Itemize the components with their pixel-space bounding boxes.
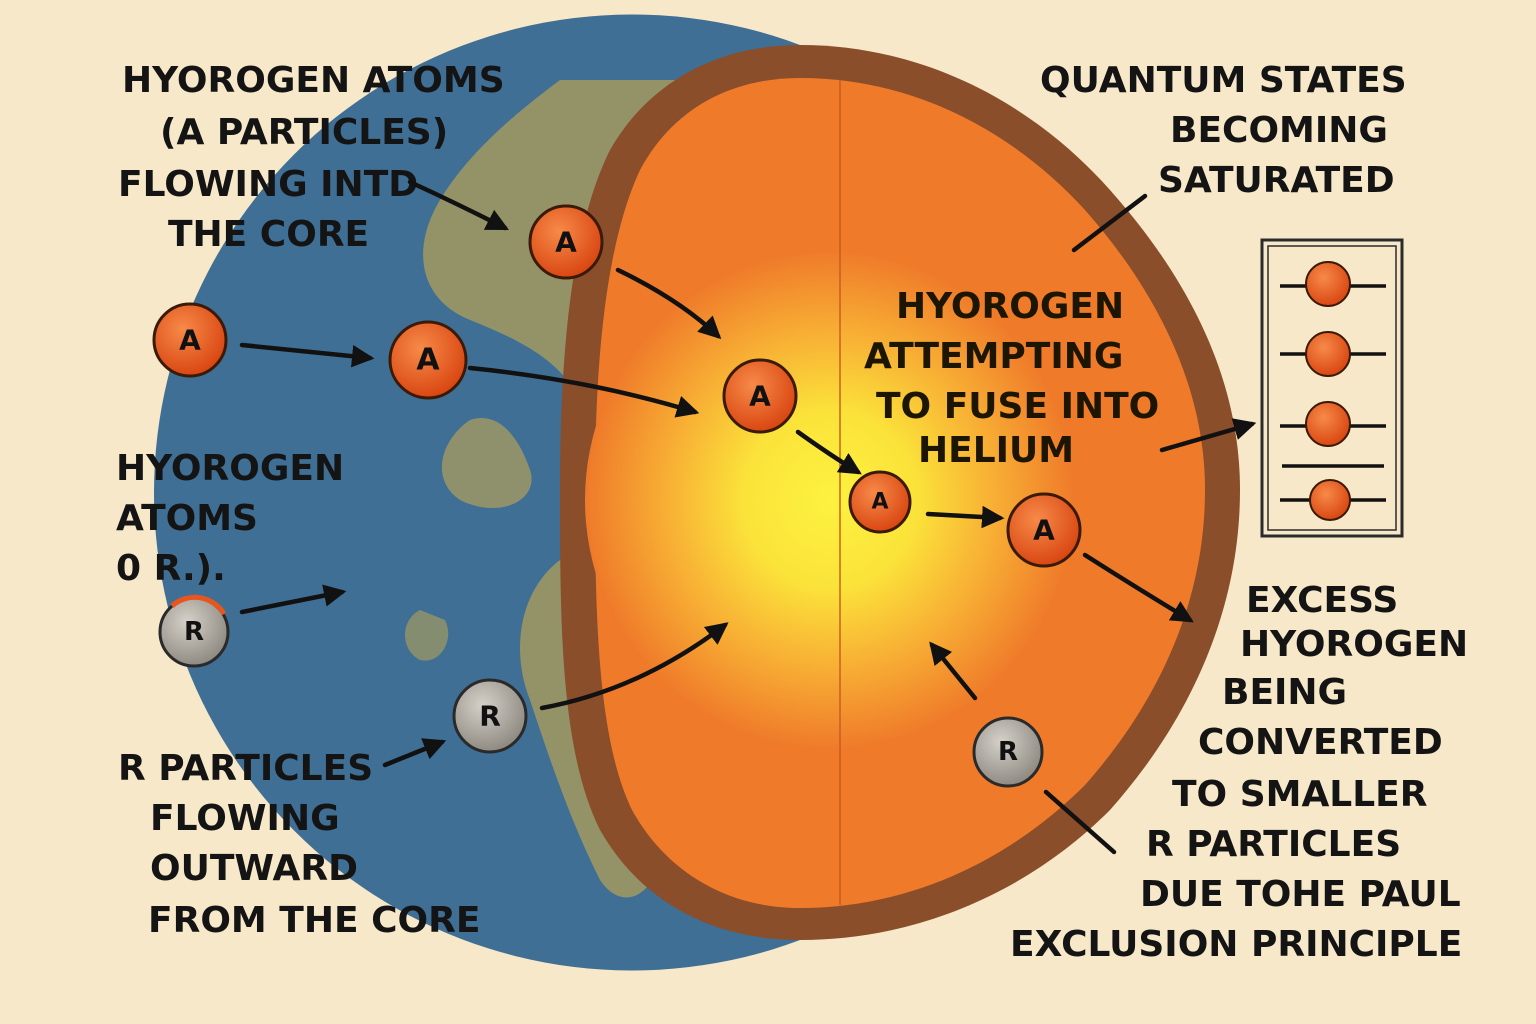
energy-level-filled bbox=[1280, 401, 1386, 447]
arrow-r-up bbox=[929, 641, 978, 701]
label-top-left: HYOROGEN ATOMS (A PARTICLES) FLOWING INT… bbox=[118, 60, 505, 255]
label-line: 0 R.). bbox=[116, 548, 226, 589]
r-particle-letter: R bbox=[184, 617, 204, 647]
arrow-excess-out bbox=[1082, 552, 1194, 623]
a-particle: A bbox=[388, 320, 468, 400]
arrow-r-left bbox=[239, 584, 347, 615]
label-line: TO SMALLER bbox=[1172, 774, 1428, 815]
label-line: HYOROGEN bbox=[1240, 624, 1468, 665]
a-particle: A bbox=[722, 358, 798, 434]
label-line: BECOMING bbox=[1170, 110, 1388, 151]
a-particle: A bbox=[848, 470, 912, 534]
a-particle-letter: A bbox=[871, 490, 888, 515]
label-line: FLOWING INTD bbox=[118, 164, 418, 205]
a-particle-letter: A bbox=[555, 226, 577, 259]
a-particle: A bbox=[152, 302, 228, 378]
r-particle: R bbox=[972, 716, 1044, 788]
arrow-core-1 bbox=[795, 429, 862, 475]
label-line: EXCLUSION PRINCIPLE bbox=[1010, 924, 1462, 965]
label-line: DUE TOHE PAUL bbox=[1140, 874, 1461, 915]
label-line: THE CORE bbox=[168, 214, 369, 255]
arrow-left-a bbox=[239, 342, 375, 368]
label-line: EXCESS bbox=[1246, 580, 1398, 621]
label-bottom-right: EXCESS HYOROGEN BEING CONVERTED TO SMALL… bbox=[1010, 580, 1468, 965]
label-line: CONVERTED bbox=[1198, 722, 1443, 763]
label-core: HYOROGEN ATTEMPTING TO FUSE INTO HELIUM bbox=[864, 286, 1159, 471]
arrow-core-2 bbox=[925, 505, 1005, 529]
a-particle-letter: A bbox=[416, 343, 440, 378]
r-particle-letter: R bbox=[998, 737, 1018, 767]
a-particle: A bbox=[1006, 492, 1082, 568]
r-particle: R bbox=[452, 678, 528, 754]
arrow-r-inward bbox=[539, 622, 729, 711]
label-bottom-left: R PARTICLES FLOWING OUTWARD FROM THE COR… bbox=[118, 748, 480, 941]
label-line: QUANTUM STATES bbox=[1040, 60, 1407, 101]
label-line: HELIUM bbox=[918, 430, 1074, 471]
energy-level-filled bbox=[1280, 261, 1386, 307]
label-line: OUTWARD bbox=[150, 848, 358, 889]
arrow-r-bottom-label bbox=[382, 738, 447, 768]
line-saturated bbox=[1071, 193, 1148, 253]
r-particle-letter: R bbox=[479, 700, 501, 733]
label-line: R PARTICLES bbox=[118, 748, 373, 789]
landmass-small bbox=[405, 610, 449, 661]
landmass-island bbox=[441, 418, 532, 509]
label-line: HYOROGEN bbox=[116, 448, 344, 489]
label-line: (A PARTICLES) bbox=[160, 112, 448, 153]
line-r-to-label bbox=[1043, 789, 1117, 855]
arrow-a-inflow-1 bbox=[615, 267, 722, 340]
label-line: ATTEMPTING bbox=[864, 336, 1123, 377]
a-particle-letter: A bbox=[1033, 514, 1055, 547]
label-line: FLOWING bbox=[150, 798, 340, 839]
label-line: SATURATED bbox=[1158, 160, 1395, 201]
label-top-right: QUANTUM STATES BECOMING SATURATED bbox=[1040, 60, 1407, 201]
label-line: R PARTICLES bbox=[1146, 824, 1401, 865]
energy-level-filled bbox=[1280, 479, 1386, 521]
label-line: HYOROGEN bbox=[896, 286, 1124, 327]
arrow-a-inflow-2 bbox=[467, 365, 700, 418]
arrows bbox=[239, 179, 1257, 855]
arrow-to-states-box bbox=[1159, 418, 1257, 453]
label-line: FROM THE CORE bbox=[148, 900, 480, 941]
label-mid-left: HYOROGEN ATOMS 0 R.). bbox=[116, 448, 344, 589]
label-line: BEING bbox=[1222, 672, 1347, 713]
label-line: TO FUSE INTO bbox=[876, 386, 1159, 427]
earth-cross-section bbox=[153, 14, 1240, 971]
r-particle: R bbox=[158, 594, 230, 668]
a-particle-letter: A bbox=[749, 380, 771, 413]
arrow-top-left-label bbox=[407, 179, 510, 231]
energy-level-filled bbox=[1280, 331, 1386, 377]
label-line: ATOMS bbox=[116, 498, 258, 539]
quantum-states-box bbox=[1260, 238, 1404, 538]
label-line: HYOROGEN ATOMS bbox=[122, 60, 505, 101]
a-particle: A bbox=[528, 204, 604, 280]
a-particle-letter: A bbox=[179, 324, 201, 357]
